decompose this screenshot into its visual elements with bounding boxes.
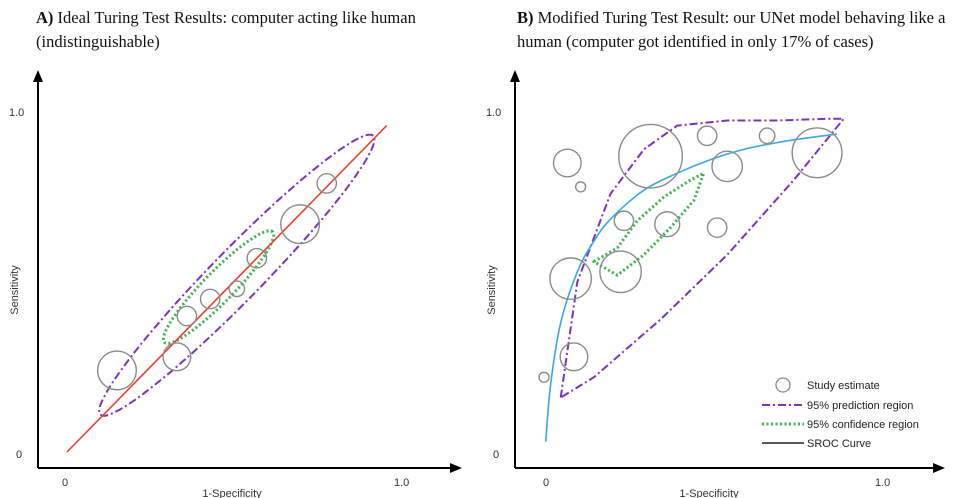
legend-item: SROC Curve: [807, 438, 871, 450]
study-estimate-marker: [176, 305, 198, 327]
x-axis-arrow: [450, 463, 462, 473]
study-estimate-marker: [711, 150, 744, 183]
study-estimate-marker: [618, 123, 684, 189]
study-estimate-marker: [574, 181, 587, 193]
study-estimate-marker: [246, 247, 268, 269]
panel-a-title-text: Ideal Turing Test Results: computer acti…: [36, 8, 416, 51]
y-tick-label: 1.0: [486, 107, 501, 119]
study-estimate-marker: [199, 288, 221, 310]
x-tick-label: 0: [543, 477, 549, 489]
x-tick-label: 1.0: [875, 477, 890, 489]
x-tick-label: 1.0: [394, 477, 409, 489]
legend-item: Study estimate: [807, 380, 880, 392]
y-axis-arrow: [510, 70, 520, 82]
x-tick-label: 0: [62, 477, 68, 489]
study-estimate-marker: [706, 217, 728, 238]
y-axis-arrow: [33, 70, 43, 82]
panel-a-title: A) Ideal Turing Test Results: computer a…: [36, 6, 456, 54]
x-axis-label: 1-Specificity: [679, 488, 739, 498]
legend: Study estimate 95% prediction region 95%…: [762, 377, 919, 450]
legend-study-estimate-marker: [775, 377, 791, 393]
study-estimate-marker: [758, 127, 776, 145]
study-estimate-marker: [280, 204, 321, 245]
legend-item: 95% confidence region: [807, 419, 919, 431]
reference-line: [66, 125, 388, 453]
x-axis-label: 1-Specificity: [202, 488, 262, 498]
study-estimate-marker: [654, 211, 681, 238]
study-estimate-marker: [316, 173, 338, 194]
study-estimate-marker: [162, 342, 192, 372]
confidence-region: [161, 229, 276, 345]
prediction-region: [98, 133, 376, 417]
study-estimate-marker: [791, 127, 843, 179]
study-estimate-marker: [549, 257, 593, 301]
chart-b: Study estimate 95% prediction region 95%…: [486, 70, 945, 498]
study-estimate-marker: [696, 125, 718, 147]
chart-a: 0 1.0 0 1.0 1-Specificity Sensitivity: [9, 70, 462, 498]
y-axis-label: Sensitivity: [486, 265, 498, 315]
panel-a-label: A): [36, 8, 54, 27]
prediction-region: [559, 117, 845, 399]
study-estimate-marker: [96, 350, 137, 391]
y-tick-label: 0: [493, 449, 499, 461]
x-axis-arrow: [933, 463, 945, 473]
panel-b-title: B) Modified Turing Test Result: our UNet…: [517, 6, 947, 54]
panel-b-label: B): [517, 8, 534, 27]
study-estimate-marker: [538, 371, 550, 383]
study-estimate-marker: [599, 250, 643, 294]
legend-item: 95% prediction region: [807, 400, 913, 412]
sroc-curve: [544, 133, 838, 442]
study-estimate-marker: [613, 210, 635, 232]
confidence-region: [592, 171, 706, 277]
y-axis-label: Sensitivity: [9, 265, 21, 315]
y-tick-label: 1.0: [9, 107, 24, 119]
study-estimate-marker: [552, 148, 582, 178]
panel-b-title-text: Modified Turing Test Result: our UNet mo…: [517, 8, 946, 51]
study-estimate-marker: [559, 342, 589, 372]
study-estimate-marker: [228, 280, 246, 298]
y-tick-label: 0: [16, 449, 22, 461]
